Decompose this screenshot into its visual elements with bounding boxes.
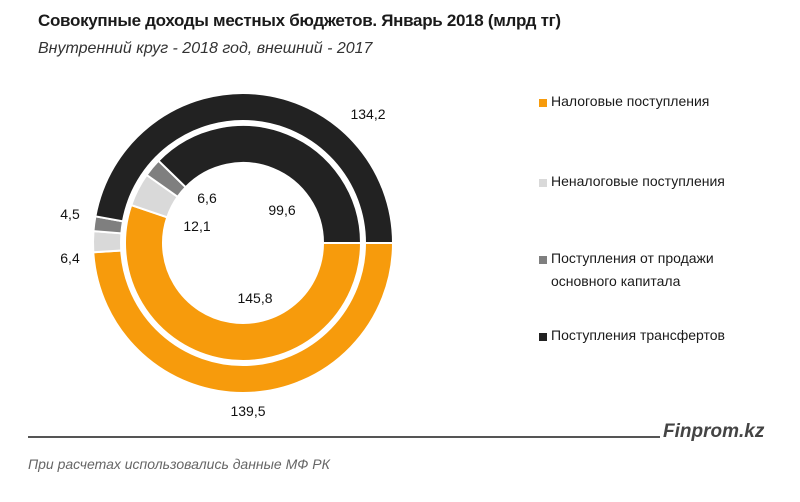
legend-label: Поступления трансфертов — [551, 324, 725, 347]
legend-label-line: Налоговые поступления — [551, 93, 710, 109]
legend-label-line: Неналоговые поступления — [551, 173, 725, 189]
outer-data-label-3: 134,2 — [350, 106, 385, 122]
inner-data-label-0: 145,8 — [237, 290, 272, 306]
outer-ring-slice-0 — [92, 242, 395, 394]
legend-item: Поступления трансфертов — [539, 327, 725, 347]
legend-label: Налоговые поступления — [551, 90, 709, 113]
footnote: При расчетах использовались данные МФ РК — [28, 456, 330, 472]
outer-ring-slice-1 — [92, 230, 123, 254]
legend-label-line: Поступления от продажи — [551, 250, 714, 266]
legend-item: Налоговые поступления — [539, 93, 709, 113]
legend-swatch — [539, 179, 547, 187]
outer-ring-slice-3 — [94, 92, 395, 244]
legend-label-line: Поступления трансфертов — [551, 327, 725, 343]
chart-subtitle: Внутренний круг - 2018 год, внешний - 20… — [38, 40, 373, 57]
legend-label: Неналоговые поступления — [551, 170, 725, 193]
divider — [28, 436, 660, 438]
legend-swatch — [539, 256, 547, 264]
inner-data-label-2: 6,6 — [197, 190, 217, 206]
chart-title: Совокупные доходы местных бюджетов. Янва… — [38, 11, 561, 30]
legend-item: Поступления от продажи основного капитала — [539, 250, 714, 293]
inner-ring-slice-3 — [157, 124, 363, 244]
outer-data-label-2: 4,5 — [60, 206, 80, 222]
outer-data-label-0: 139,5 — [230, 403, 265, 419]
inner-data-label-3: 99,6 — [268, 202, 295, 218]
legend-swatch — [539, 333, 547, 341]
legend-item: Неналоговые поступления — [539, 173, 725, 193]
inner-data-label-1: 12,1 — [183, 218, 210, 234]
legend-label: Поступления от продажи основного капитала — [551, 247, 714, 293]
legend-label-line: основного капитала — [551, 273, 681, 289]
inner-ring-slice-0 — [124, 203, 363, 362]
brand-logo-text: Finprom.kz — [663, 421, 765, 442]
legend-swatch — [539, 99, 547, 107]
outer-data-label-1: 6,4 — [60, 250, 80, 266]
